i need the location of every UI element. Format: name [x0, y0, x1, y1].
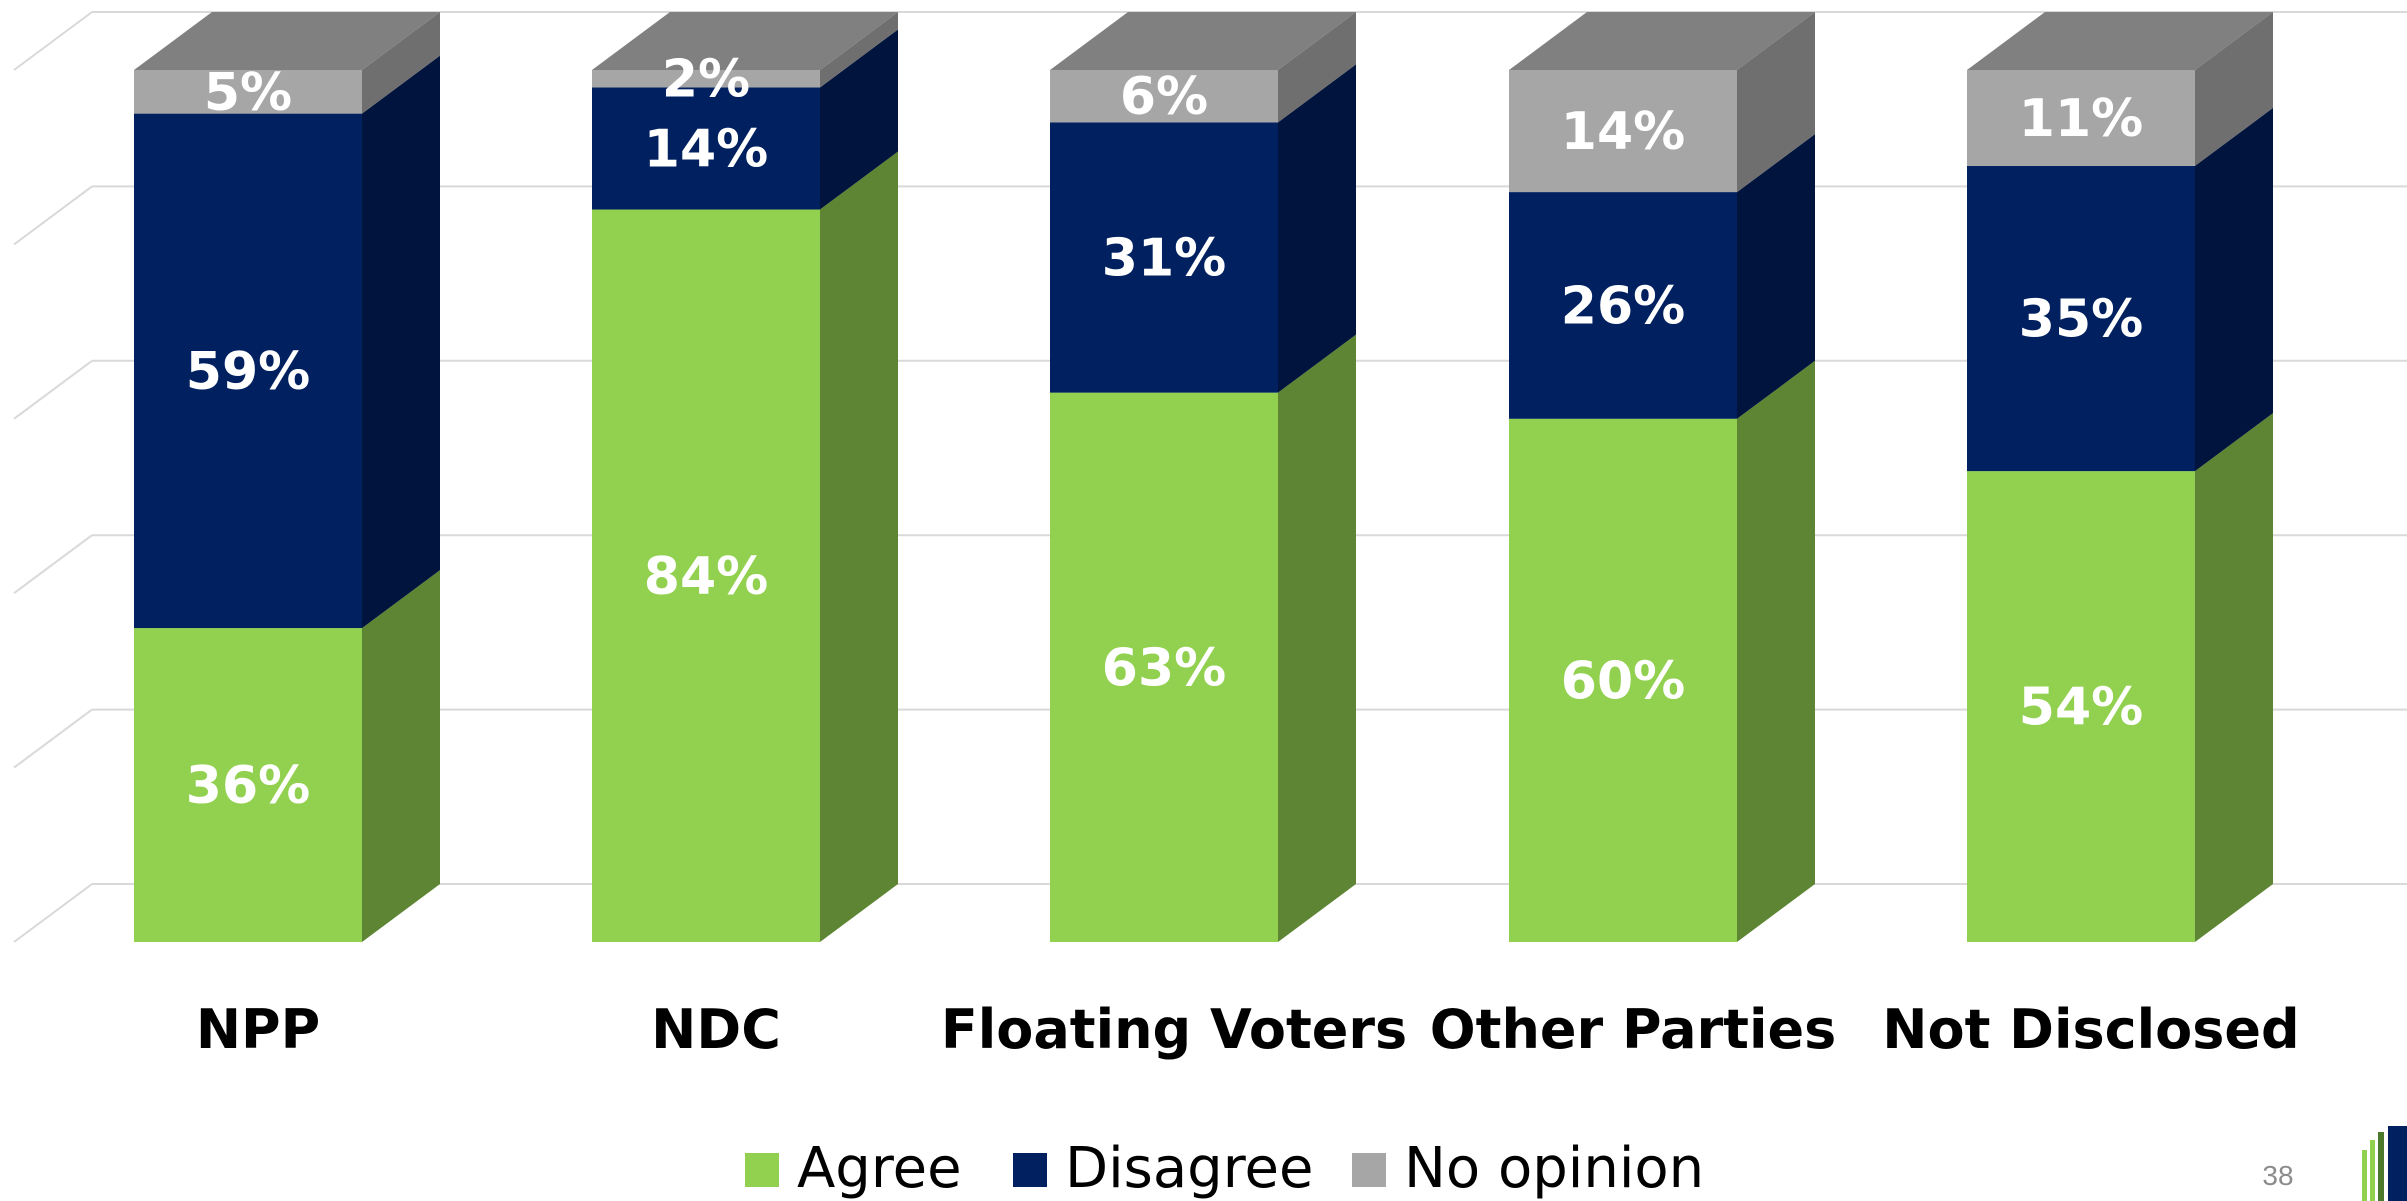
data-label: 2% — [662, 50, 750, 110]
bar-side-no-opinion — [1737, 12, 1815, 193]
category-labels: NPP NDC Floating Voters Other Parties Not Di… — [196, 998, 2300, 1061]
bar-side-agree — [820, 151, 898, 942]
data-label: 11% — [2019, 89, 2143, 149]
data-label: 60% — [1561, 651, 1685, 711]
bar-side-no-opinion — [820, 12, 898, 88]
data-label: 14% — [1561, 102, 1685, 162]
gridline-depth — [13, 534, 93, 595]
bar-side-disagree — [1278, 64, 1356, 393]
legend-swatch — [1013, 1153, 1047, 1187]
bar-segment-agree — [1050, 392, 1278, 942]
data-label: 59% — [186, 342, 310, 402]
bar-segment-agree — [592, 209, 820, 942]
legend-label: No opinion — [1404, 1136, 1704, 1201]
category-label: Not Disclosed — [1882, 998, 2299, 1061]
bar-segment-disagree — [134, 113, 362, 629]
bar-side-no-opinion — [1278, 12, 1356, 123]
bar-segment-disagree — [1967, 165, 2195, 472]
data-label: 84% — [644, 547, 768, 607]
bar-segment-no-opinion — [1967, 70, 2195, 166]
bar-segment-no-opinion — [592, 70, 820, 88]
logo-bar — [2370, 1140, 2375, 1201]
bar-side-no-opinion — [2195, 12, 2273, 166]
data-label: 54% — [2019, 678, 2143, 738]
bar-side-disagree — [2195, 107, 2273, 472]
category-label: Floating Voters — [941, 998, 1407, 1061]
gridline-depth — [13, 883, 93, 943]
bars — [134, 12, 2273, 942]
bar-segment-disagree — [1509, 192, 1737, 419]
bar-top — [1509, 12, 1815, 70]
bar-top — [592, 12, 898, 70]
bar-segment-no-opinion — [134, 70, 362, 114]
bar-side-agree — [1737, 360, 1815, 942]
category-label: Other Parties — [1430, 998, 1837, 1061]
bar-segment-agree — [134, 628, 362, 942]
logo-bar — [2388, 1126, 2407, 1201]
bar-side-disagree — [820, 29, 898, 210]
legend-swatch — [745, 1153, 779, 1187]
bar-segment-agree — [1509, 418, 1737, 942]
legend-label: Disagree — [1065, 1136, 1313, 1201]
data-labels: 36% 59% 5% 84% 14% 2% 63% 31% 6% 60% 26% 14% 54% 35% 1… — [186, 50, 2143, 816]
gridline-depth — [13, 359, 93, 420]
legend: Agree Disagree No opinion — [745, 1136, 1704, 1201]
bar-segment-agree — [1967, 471, 2195, 942]
legend-swatch — [1352, 1153, 1386, 1187]
data-label: 36% — [186, 756, 310, 816]
bar-segment-disagree — [592, 87, 820, 210]
data-label: 6% — [1120, 67, 1208, 127]
bar-side-agree — [362, 570, 440, 942]
bar-segment-disagree — [1050, 122, 1278, 393]
data-label: 35% — [2019, 290, 2143, 350]
category-label: NDC — [651, 998, 781, 1061]
bar-top — [1967, 12, 2273, 70]
bar-top — [134, 12, 440, 70]
page-number: 38 — [2262, 1160, 2293, 1191]
legend-label: Agree — [797, 1136, 962, 1201]
bar-side-no-opinion — [362, 12, 440, 114]
bar-side-agree — [1278, 334, 1356, 942]
category-label: NPP — [196, 998, 320, 1061]
company-logo — [2362, 1126, 2407, 1201]
bar-segment-no-opinion — [1509, 70, 1737, 193]
bar-side-disagree — [362, 55, 440, 629]
logo-bar — [2362, 1150, 2367, 1201]
data-label: 26% — [1561, 276, 1685, 336]
bar-top — [1050, 12, 1356, 70]
data-label: 5% — [204, 63, 292, 123]
gridline-depth — [13, 708, 93, 769]
bar-side-agree — [2195, 413, 2273, 942]
data-label: 31% — [1102, 228, 1226, 288]
data-label: 14% — [644, 119, 768, 179]
gridline-depth — [13, 11, 93, 71]
bar-side-disagree — [1737, 134, 1815, 419]
gridline-depth — [13, 185, 93, 246]
bar-segment-no-opinion — [1050, 70, 1278, 123]
logo-bar — [2378, 1132, 2384, 1201]
data-label: 63% — [1102, 638, 1226, 698]
